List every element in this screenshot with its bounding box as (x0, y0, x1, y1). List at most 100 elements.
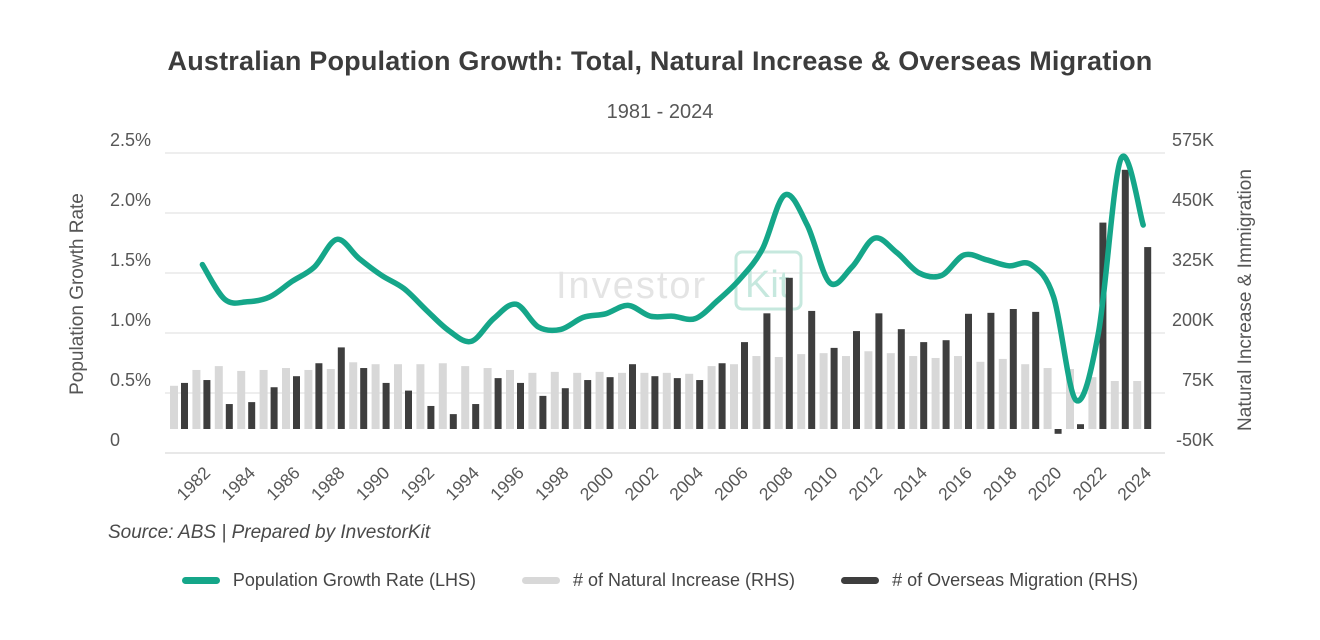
bar-natural-increase (595, 371, 604, 429)
bar-natural-increase (237, 370, 246, 429)
x-axis-tick-label: 2014 (889, 463, 931, 505)
bar-overseas-migration (203, 380, 211, 429)
bar-natural-increase (819, 353, 828, 429)
bar-overseas-migration (763, 313, 771, 429)
right-axis-tick-label: -50K (1176, 430, 1214, 450)
legend-label: # of Natural Increase (RHS) (572, 570, 796, 590)
bar-natural-increase (304, 369, 313, 429)
right-axis-tick-label: 575K (1172, 130, 1214, 150)
x-axis-tick-label: 2008 (755, 463, 797, 505)
bar-overseas-migration (651, 376, 659, 429)
right-axis-tick-label: 325K (1172, 250, 1214, 270)
x-axis-tick-label: 1990 (352, 463, 394, 505)
bar-natural-increase (371, 364, 380, 429)
bar-overseas-migration (1054, 429, 1062, 434)
bar-overseas-migration (270, 387, 278, 429)
bar-natural-increase (326, 369, 335, 429)
x-axis-tick-label: 2000 (576, 463, 618, 505)
x-axis-tick-label: 1986 (262, 463, 304, 505)
bar-natural-increase (1021, 364, 1030, 429)
x-axis-tick-label: 2018 (979, 463, 1021, 505)
bar-natural-increase (192, 369, 201, 429)
x-axis-tick-label: 1996 (486, 463, 528, 505)
x-axis-tick-label: 2010 (800, 463, 842, 505)
chart-subtitle: 1981 - 2024 (606, 101, 714, 123)
legend-label: # of Overseas Migration (RHS) (892, 570, 1139, 590)
bar-natural-increase (774, 357, 783, 429)
bar-overseas-migration (920, 342, 928, 429)
bar-overseas-migration (225, 404, 233, 429)
bar-natural-increase (506, 369, 514, 429)
bar-overseas-migration (561, 388, 569, 429)
bar-overseas-migration (1077, 424, 1084, 429)
overseas-migration-swatch-icon (841, 577, 880, 584)
bar-natural-increase (214, 366, 223, 429)
right-axis-title: Natural Increase & Immigration (1235, 169, 1256, 431)
bar-overseas-migration (785, 277, 793, 429)
x-axis-tick-label: 2002 (621, 463, 663, 505)
bar-natural-increase (1133, 381, 1142, 429)
bar-natural-increase (662, 372, 671, 429)
x-axis-tick-label: 1984 (217, 463, 259, 505)
bar-overseas-migration (897, 329, 905, 429)
bar-overseas-migration (696, 380, 704, 429)
bar-overseas-migration (942, 340, 950, 429)
bar-natural-increase (528, 372, 537, 429)
x-axis-tick-label: 2012 (845, 463, 887, 505)
bar-natural-increase (483, 368, 492, 429)
left-axis-tick-label: 0 (110, 430, 120, 450)
bar-overseas-migration (337, 347, 345, 429)
bar-natural-increase (1088, 377, 1097, 429)
watermark-text: Investor (556, 265, 707, 307)
bar-overseas-migration (360, 368, 368, 429)
bar-natural-increase (438, 363, 447, 429)
x-axis-tick-label: 2020 (1024, 463, 1066, 505)
right-axis-tick-label: 75K (1182, 370, 1214, 390)
legend-item-natural-increase: # of Natural Increase (RHS) (521, 570, 796, 591)
legend-label: Population Growth Rate (LHS) (232, 570, 476, 590)
bar-natural-increase (730, 364, 738, 429)
chart-title: Australian Population Growth: Total, Nat… (167, 46, 1153, 76)
right-axis-tick-label: 450K (1172, 190, 1214, 210)
x-axis-tick-label: 2004 (665, 463, 707, 505)
bar-overseas-migration (718, 363, 726, 429)
legend: Population Growth Rate (LHS) # of Natura… (0, 570, 1320, 591)
bar-natural-increase (797, 354, 806, 429)
bar-natural-increase (1110, 381, 1119, 429)
left-axis-tick-label: 2.5% (110, 130, 151, 150)
bar-overseas-migration (517, 382, 524, 429)
bar-overseas-migration (673, 378, 681, 429)
bar-overseas-migration (606, 377, 614, 429)
x-axis-tick-label: 2022 (1069, 463, 1111, 505)
bar-overseas-migration (1121, 169, 1129, 430)
x-axis-tick-label: 1982 (173, 463, 215, 505)
bar-overseas-migration (1099, 222, 1107, 429)
x-axis-tick-label: 2024 (1113, 463, 1155, 505)
bar-overseas-migration (741, 342, 748, 429)
bar-natural-increase (864, 351, 873, 429)
bar-natural-increase (550, 371, 559, 429)
bar-overseas-migration (1009, 309, 1017, 429)
bar-natural-increase (349, 362, 358, 429)
bar-overseas-migration (494, 378, 502, 429)
x-axis-tick-label: 1998 (531, 463, 573, 505)
growth-rate-line (199, 153, 1146, 404)
legend-item-overseas-migration: # of Overseas Migration (RHS) (841, 570, 1138, 591)
bar-natural-increase (618, 372, 626, 429)
bar-overseas-migration (875, 313, 883, 429)
bar-overseas-migration (315, 363, 323, 429)
bar-natural-increase (685, 373, 694, 429)
bar-natural-increase (1066, 369, 1074, 429)
bar-natural-increase (461, 366, 470, 429)
x-axis-tick-label: 1992 (397, 463, 439, 505)
bar-overseas-migration (629, 364, 636, 429)
bar-natural-increase (909, 356, 918, 429)
bar-overseas-migration (293, 376, 300, 429)
bar-natural-increase (707, 366, 716, 429)
growth-rate-swatch-icon (181, 577, 220, 584)
bar-overseas-migration (472, 404, 480, 429)
bar-overseas-migration (427, 405, 435, 429)
left-axis-tick-label: 1.0% (110, 310, 151, 330)
right-axis-tick-label: 200K (1172, 310, 1214, 330)
